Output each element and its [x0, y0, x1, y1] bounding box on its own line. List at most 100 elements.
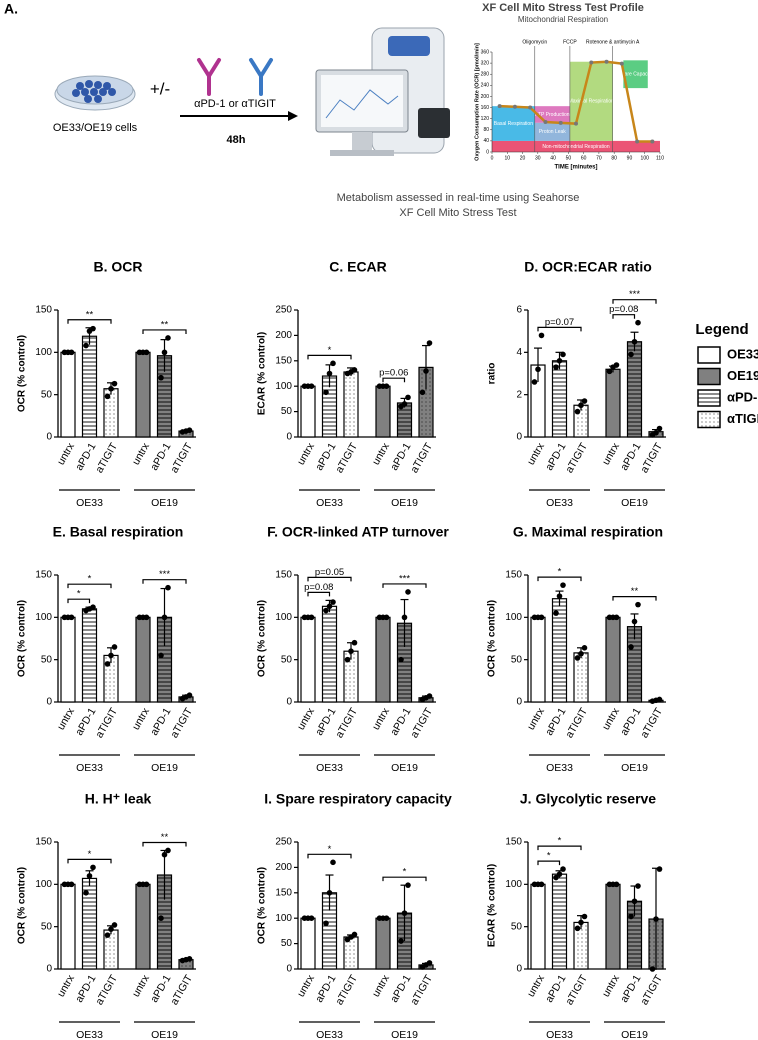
data-point: [351, 367, 358, 373]
group-label: OE19: [151, 1029, 178, 1040]
y-tick-label: 100: [505, 879, 522, 890]
y-tick-label: 50: [281, 938, 293, 949]
data-point: [553, 874, 559, 881]
group-label: OE33: [546, 762, 573, 774]
significance-label: *: [77, 589, 81, 600]
x-tick-label: untrx: [295, 705, 317, 732]
group-label: OE19: [391, 1029, 418, 1040]
y-tick-label: 100: [35, 347, 52, 358]
treatment-label: +/-: [150, 79, 170, 98]
data-point: [83, 342, 89, 349]
data-point: [538, 614, 545, 621]
x-tick-label: aTIGIT: [93, 972, 120, 1007]
data-point: [656, 696, 663, 703]
chart-title: C. ECAR: [329, 259, 387, 275]
legend-swatch: [697, 346, 721, 364]
x-tick-label: aTIGIT: [333, 440, 360, 475]
data-point: [538, 881, 545, 888]
significance-bracket: [307, 853, 352, 859]
data-point: [323, 607, 329, 614]
group-label: OE19: [621, 1029, 648, 1040]
data-point: [90, 604, 96, 610]
data-point: [158, 915, 164, 921]
data-point: [635, 883, 641, 889]
antibody-icon: [197, 58, 273, 96]
data-point: [323, 920, 329, 927]
x-tick-label: aTIGIT: [563, 440, 590, 475]
significance-label: *: [328, 844, 332, 855]
significance-bracket: [142, 841, 187, 847]
bar: [551, 360, 568, 438]
y-tick-label: 100: [35, 879, 52, 890]
data-point: [308, 915, 315, 921]
y-tick-label: 0: [286, 432, 292, 443]
cell-dish: [54, 75, 136, 111]
x-tick-label: aTIGIT: [563, 972, 590, 1007]
data-point: [578, 650, 584, 657]
data-point: [161, 614, 168, 621]
y-tick-label: 100: [275, 612, 292, 623]
region: [534, 122, 570, 141]
significance-bracket: [67, 319, 112, 324]
seahorse-analyzer: [315, 27, 450, 156]
data-point: [635, 319, 641, 326]
data-point: [186, 692, 193, 699]
data-point: [330, 360, 336, 367]
profile-point: [497, 104, 502, 109]
group-label: OE19: [391, 497, 418, 509]
y-tick-label: 150: [505, 570, 522, 581]
data-point: [631, 338, 638, 345]
data-point: [383, 915, 390, 921]
bar: [551, 873, 568, 970]
x-tick-label: untrx: [600, 972, 622, 999]
data-point: [574, 655, 581, 661]
x-tick-label: aTIGIT: [168, 440, 195, 475]
data-point: [656, 866, 663, 872]
data-point: [578, 402, 584, 409]
chart-title: G. Maximal respiration: [513, 524, 663, 540]
group-label: OE33: [316, 497, 343, 509]
x-tick-label: aTIGIT: [168, 972, 195, 1007]
data-point: [348, 648, 354, 654]
profile-point: [528, 105, 533, 110]
y-tick-label: 0: [46, 432, 52, 443]
legend-label: OE19: [727, 368, 758, 383]
data-point: [628, 644, 634, 650]
significance-bracket: [537, 860, 561, 866]
data-point: [108, 652, 114, 659]
bar: [321, 605, 338, 703]
x-tick-label: 80: [611, 155, 617, 161]
data-point: [186, 427, 193, 434]
significance-label: *: [547, 851, 551, 862]
x-tick-label: untrx: [370, 440, 392, 467]
y-axis-label: OCR (% control): [17, 867, 28, 944]
data-point: [161, 349, 168, 356]
x-tick-label: aTIGIT: [408, 440, 435, 475]
data-point: [308, 614, 315, 621]
data-point: [86, 873, 93, 879]
y-tick-label: 240: [481, 83, 490, 89]
chart-title: B. OCR: [94, 259, 143, 275]
data-point: [405, 394, 411, 401]
legend-title: Legend: [695, 321, 748, 338]
x-tick-label: untrx: [295, 440, 317, 467]
data-point: [165, 847, 171, 854]
data-point: [351, 639, 358, 646]
group-label: OE33: [546, 497, 573, 509]
x-tick-label: 0: [491, 155, 494, 161]
y-tick-label: 280: [481, 72, 490, 78]
significance-label: **: [631, 586, 639, 597]
bar: [300, 917, 316, 970]
bar: [375, 385, 391, 438]
region-label: ATP Production: [535, 112, 570, 118]
data-point: [383, 614, 390, 621]
group-label: OE33: [316, 762, 343, 774]
bar: [300, 616, 316, 703]
data-point: [143, 349, 150, 356]
data-point: [423, 368, 429, 374]
group-label: OE33: [76, 762, 103, 774]
significance-bracket: [537, 576, 582, 582]
group-label: OE33: [546, 1029, 573, 1040]
profile-point: [619, 61, 624, 66]
region-label: Non-mitochondrial Respiration: [542, 144, 609, 150]
